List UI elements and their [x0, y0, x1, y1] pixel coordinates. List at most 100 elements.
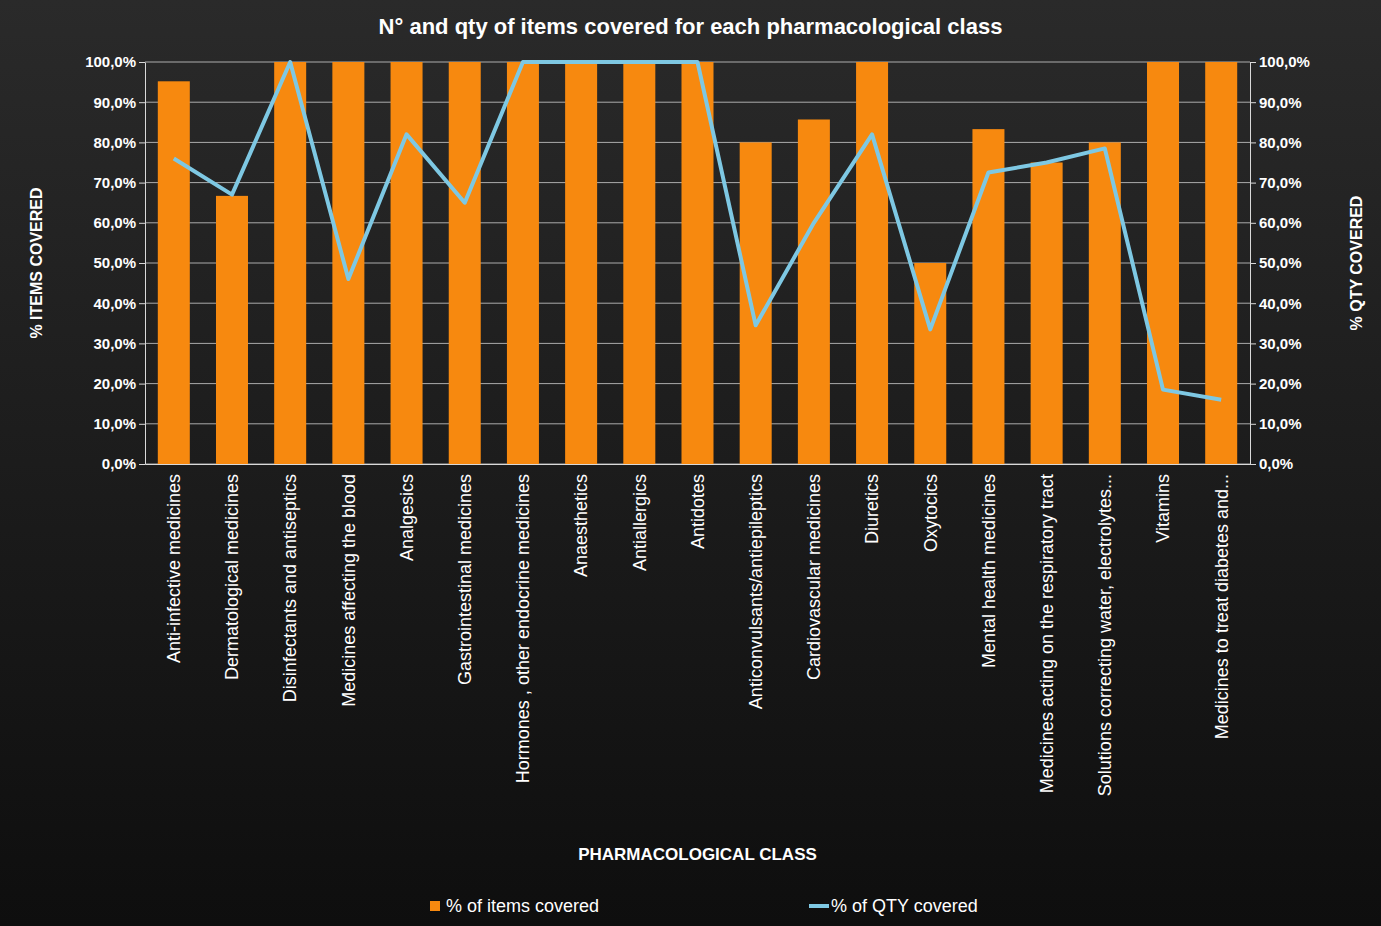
tick: 30,0% — [1250, 335, 1302, 352]
y-axis: 0,0%10,0%20,0%30,0%40,0%50,0%60,0%70,0%8… — [85, 53, 145, 472]
bar — [449, 62, 481, 464]
tick-label: Medicines to treat diabetes and... — [1211, 474, 1231, 739]
tick-mark — [1250, 62, 1256, 63]
tick-label: 20,0% — [1259, 375, 1302, 392]
tick: Hormones , other endocrine medicines — [513, 474, 533, 783]
tick-label: 70,0% — [1259, 174, 1302, 191]
tick-label: Dermatological medicines — [222, 474, 242, 680]
plot-area: 0,0% 10,0% 20,0% 30,0% 40,0% 50,0% 60,0% 70,0% 8… — [85, 53, 1310, 796]
tick-label: 10,0% — [93, 415, 136, 432]
tick: Antidotes — [688, 474, 708, 549]
tick-label: Analgesics — [397, 474, 417, 561]
tick-label: Disinfectants and antiseptics — [280, 474, 300, 702]
tick-label: Antiallergics — [630, 474, 650, 571]
axis-line — [145, 63, 146, 465]
bar — [332, 62, 364, 464]
tick-label: 0,0% — [102, 455, 136, 472]
tick-mark — [1250, 183, 1256, 184]
tick-label: 40,0% — [1259, 295, 1302, 312]
bar — [856, 62, 888, 464]
tick-mark — [139, 303, 145, 304]
tick-mark — [1250, 263, 1256, 264]
tick-label: 90,0% — [1259, 94, 1302, 111]
tick: 90,0% — [1250, 94, 1302, 111]
tick-mark — [1250, 343, 1256, 344]
tick-label: 10,0% — [1259, 415, 1302, 432]
tick-label: 80,0% — [93, 134, 136, 151]
tick: Medicines acting on the respiratory trac… — [1037, 474, 1057, 793]
tick: 100,0% — [1250, 53, 1310, 70]
tick-label: 60,0% — [93, 214, 136, 231]
tick-label: Vitamins — [1153, 474, 1173, 543]
legend-key — [430, 901, 440, 911]
tick-mark — [139, 424, 145, 425]
bar — [216, 196, 248, 464]
tick: Medicines to treat diabetes and... — [1211, 474, 1231, 739]
tick-label: 50,0% — [93, 254, 136, 271]
tick: 30,0% — [93, 335, 145, 352]
tick-mark — [1250, 464, 1256, 465]
bar-series — [158, 62, 1237, 464]
bar — [1205, 62, 1237, 464]
tick: Medicines affecting the blood — [339, 474, 359, 707]
tick-label: Solutions correcting water, electrolytes… — [1095, 474, 1115, 796]
tick-label: Medicines acting on the respiratory trac… — [1037, 474, 1057, 793]
y-axis-title: % ITEMS COVERED — [28, 187, 45, 338]
bar — [274, 62, 306, 464]
bar — [681, 62, 713, 464]
tick: 80,0% — [1250, 134, 1302, 151]
tick-mark — [139, 384, 145, 385]
tick: Anti-infective medicines — [164, 474, 184, 663]
y2-axis: 0,0%10,0%20,0%30,0%40,0%50,0%60,0%70,0%8… — [1250, 53, 1310, 472]
tick-mark — [139, 102, 145, 103]
tick-mark — [1250, 424, 1256, 425]
tick: Diuretics — [862, 474, 882, 544]
tick: Analgesics — [397, 474, 417, 561]
tick: 60,0% — [93, 214, 145, 231]
tick: 40,0% — [93, 295, 145, 312]
tick-label: 30,0% — [1259, 335, 1302, 352]
tick-label: 40,0% — [93, 295, 136, 312]
tick-mark — [139, 464, 145, 465]
tick-label: Oxytocics — [921, 474, 941, 552]
legend-item: % of QTY covered — [809, 896, 978, 916]
line — [174, 62, 1221, 400]
tick-label: 70,0% — [93, 174, 136, 191]
tick-label: 50,0% — [1259, 254, 1302, 271]
tick-label: Medicines affecting the blood — [339, 474, 359, 707]
tick: 50,0% — [93, 254, 145, 271]
legend-key — [809, 904, 829, 908]
tick: 10,0% — [1250, 415, 1302, 432]
tick-mark — [1250, 102, 1256, 103]
grid — [145, 62, 1250, 464]
bar — [972, 129, 1004, 464]
marks — [158, 62, 1237, 464]
tick-label: 100,0% — [85, 53, 136, 70]
tick-label: 0,0% — [1259, 455, 1293, 472]
bar — [507, 62, 539, 464]
tick: Vitamins — [1153, 474, 1173, 543]
tick-label: 90,0% — [93, 94, 136, 111]
bar — [565, 62, 597, 464]
tick-label: Diuretics — [862, 474, 882, 544]
tick-label: 80,0% — [1259, 134, 1302, 151]
tick: 70,0% — [1250, 174, 1302, 191]
bar — [1147, 62, 1179, 464]
bar — [623, 62, 655, 464]
axis-line — [146, 464, 1251, 465]
tick: Disinfectants and antiseptics — [280, 474, 300, 702]
tick-label: Anti-infective medicines — [164, 474, 184, 663]
tick-label: Cardiovascular medicines — [804, 474, 824, 680]
tick: 80,0% — [93, 134, 145, 151]
tick-label: Anticonvulsants/antiepileptics — [746, 474, 766, 709]
tick: Mental health medicines — [979, 474, 999, 668]
bar — [1031, 163, 1063, 465]
tick: Antiallergics — [630, 474, 650, 571]
tick: Cardiovascular medicines — [804, 474, 824, 680]
y2-axis-title: % QTY COVERED — [1348, 196, 1365, 331]
tick: 0,0% — [1250, 455, 1293, 472]
tick-label: Anaesthetics — [571, 474, 591, 577]
x-axis-title: PHARMACOLOGICAL CLASS — [578, 845, 817, 864]
tick-mark — [1250, 142, 1256, 143]
tick-mark — [139, 62, 145, 63]
